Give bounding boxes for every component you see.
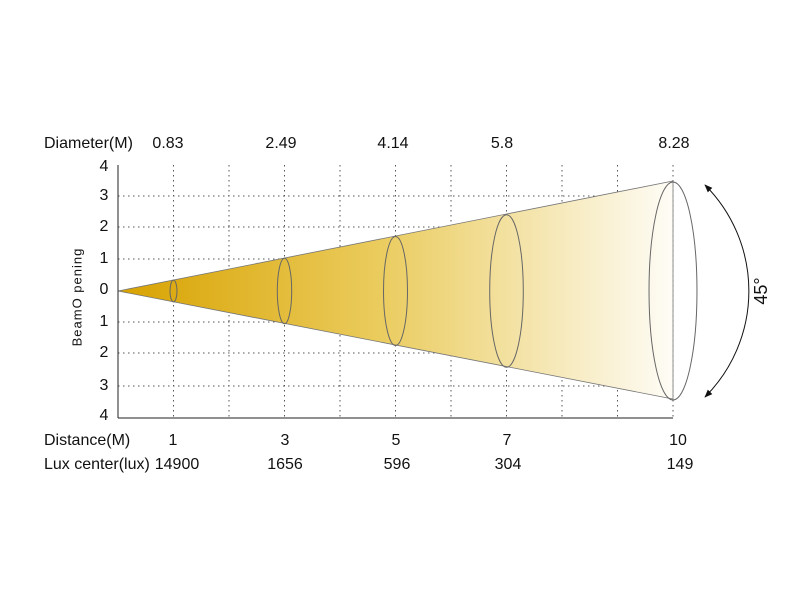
y-tick-label: 2: [100, 344, 109, 361]
beam-sections: [169, 181, 698, 401]
distance-value: 1: [169, 432, 178, 449]
distance-value: 7: [503, 432, 512, 449]
distance-value: 5: [392, 432, 401, 449]
lux-label: Lux center(lux): [44, 456, 150, 473]
diameter-value: 0.83: [152, 135, 183, 152]
diameter-value: 4.14: [377, 135, 408, 152]
y-tick-label: 4: [100, 407, 109, 424]
beam-section: [383, 236, 408, 346]
y-tick-label: 2: [100, 218, 109, 235]
distance-value: 10: [669, 432, 687, 449]
y-tick-label: 1: [100, 313, 109, 330]
distance-value: 3: [281, 432, 290, 449]
beam-section: [169, 279, 178, 303]
diameter-value: 2.49: [265, 135, 296, 152]
y-tick-label: 3: [100, 377, 109, 394]
beam-section: [276, 257, 293, 325]
y-tick-label: 0: [100, 281, 109, 298]
y-tick-label: 3: [100, 187, 109, 204]
y-tick-label: 4: [100, 158, 109, 175]
beam-section: [489, 214, 524, 368]
y-axis-label: BeamO pening: [69, 248, 84, 347]
diameter-value: 5.8: [491, 135, 513, 152]
lux-value: 1656: [267, 456, 303, 473]
lux-value: 304: [495, 456, 522, 473]
distance-label: Distance(M): [44, 432, 130, 449]
beam-section: [648, 181, 698, 401]
diameter-label: Diameter(M): [44, 135, 133, 152]
angle-label: 45°: [751, 277, 771, 304]
diameter-value: 8.28: [658, 135, 689, 152]
y-tick-label: 1: [100, 250, 109, 267]
lux-value: 149: [667, 456, 694, 473]
angle-arc: [704, 184, 750, 398]
lux-value: 14900: [155, 456, 200, 473]
lux-value: 596: [384, 456, 411, 473]
